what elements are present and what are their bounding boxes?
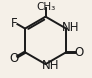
Text: O: O bbox=[9, 52, 19, 65]
Text: NH: NH bbox=[62, 21, 80, 34]
Text: F: F bbox=[11, 17, 18, 30]
Text: CH₃: CH₃ bbox=[36, 2, 55, 12]
Text: NH: NH bbox=[42, 59, 59, 72]
Text: O: O bbox=[74, 46, 83, 59]
